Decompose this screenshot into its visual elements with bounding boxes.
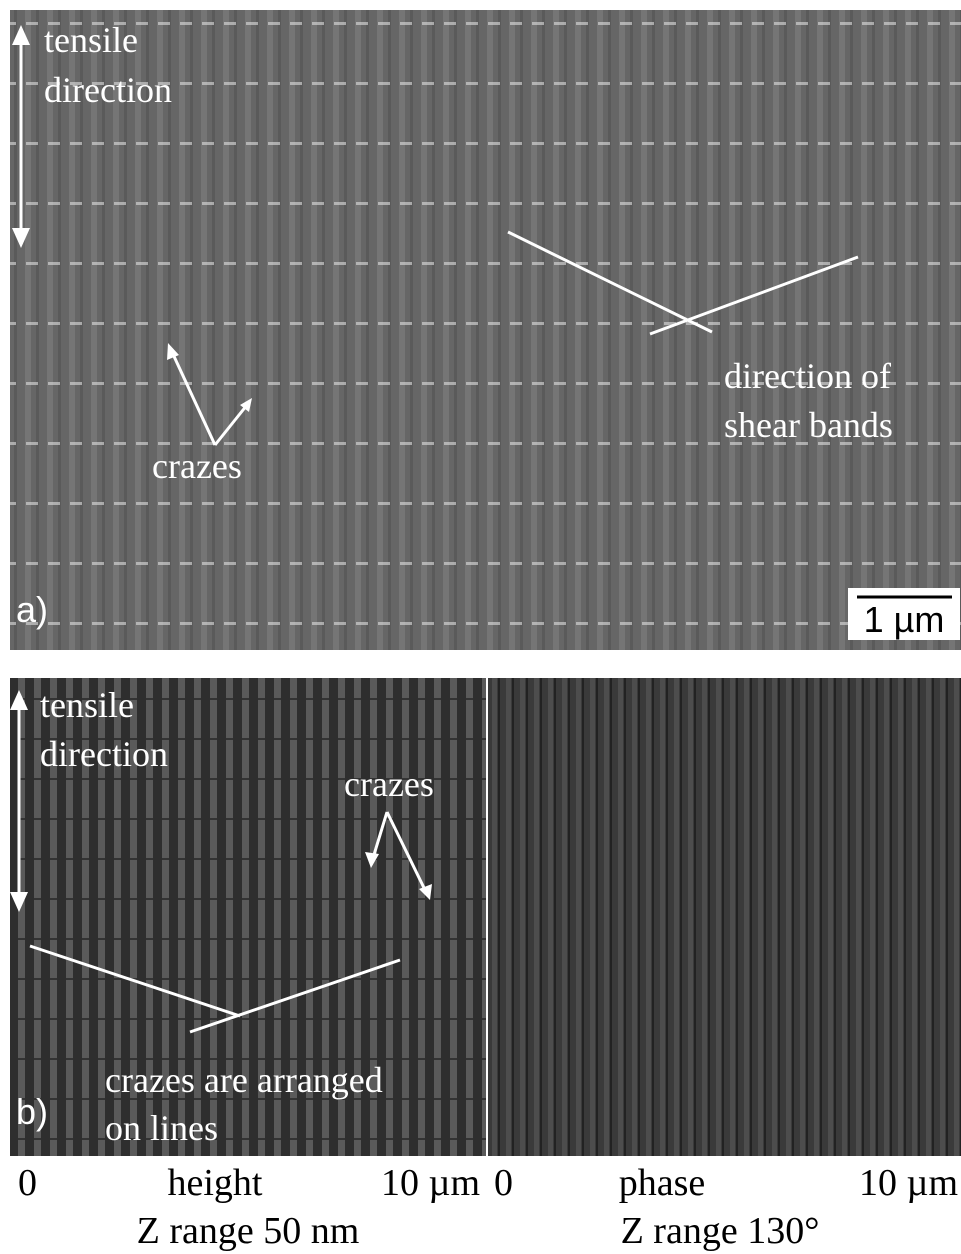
annotation: crazes are arranged	[105, 1060, 383, 1100]
caption: 10 µm	[859, 1162, 958, 1204]
phase-image	[488, 678, 961, 1156]
figure: tensile direction crazes direction of sh…	[0, 0, 961, 1254]
caption: 10 µm	[381, 1162, 480, 1204]
annotation: crazes	[344, 764, 434, 804]
caption: height	[168, 1162, 263, 1204]
caption: 0	[18, 1162, 37, 1204]
annotation: on lines	[105, 1108, 218, 1148]
caption: Z range 130°	[621, 1210, 820, 1252]
caption: 0	[494, 1162, 513, 1204]
scale-label: 1 µm	[864, 599, 945, 640]
annotation: tensile	[44, 20, 138, 60]
annotation: direction	[40, 734, 168, 774]
panel-label: b)	[16, 1091, 48, 1132]
panel-label: a)	[16, 589, 48, 630]
annotation: crazes	[152, 446, 242, 486]
caption: Z range 50 nm	[137, 1210, 360, 1252]
annotation: direction	[44, 70, 172, 110]
caption: phase	[619, 1162, 706, 1204]
annotation: shear bands	[724, 405, 893, 445]
annotation: direction of	[724, 356, 891, 396]
annotation: tensile	[40, 685, 134, 725]
